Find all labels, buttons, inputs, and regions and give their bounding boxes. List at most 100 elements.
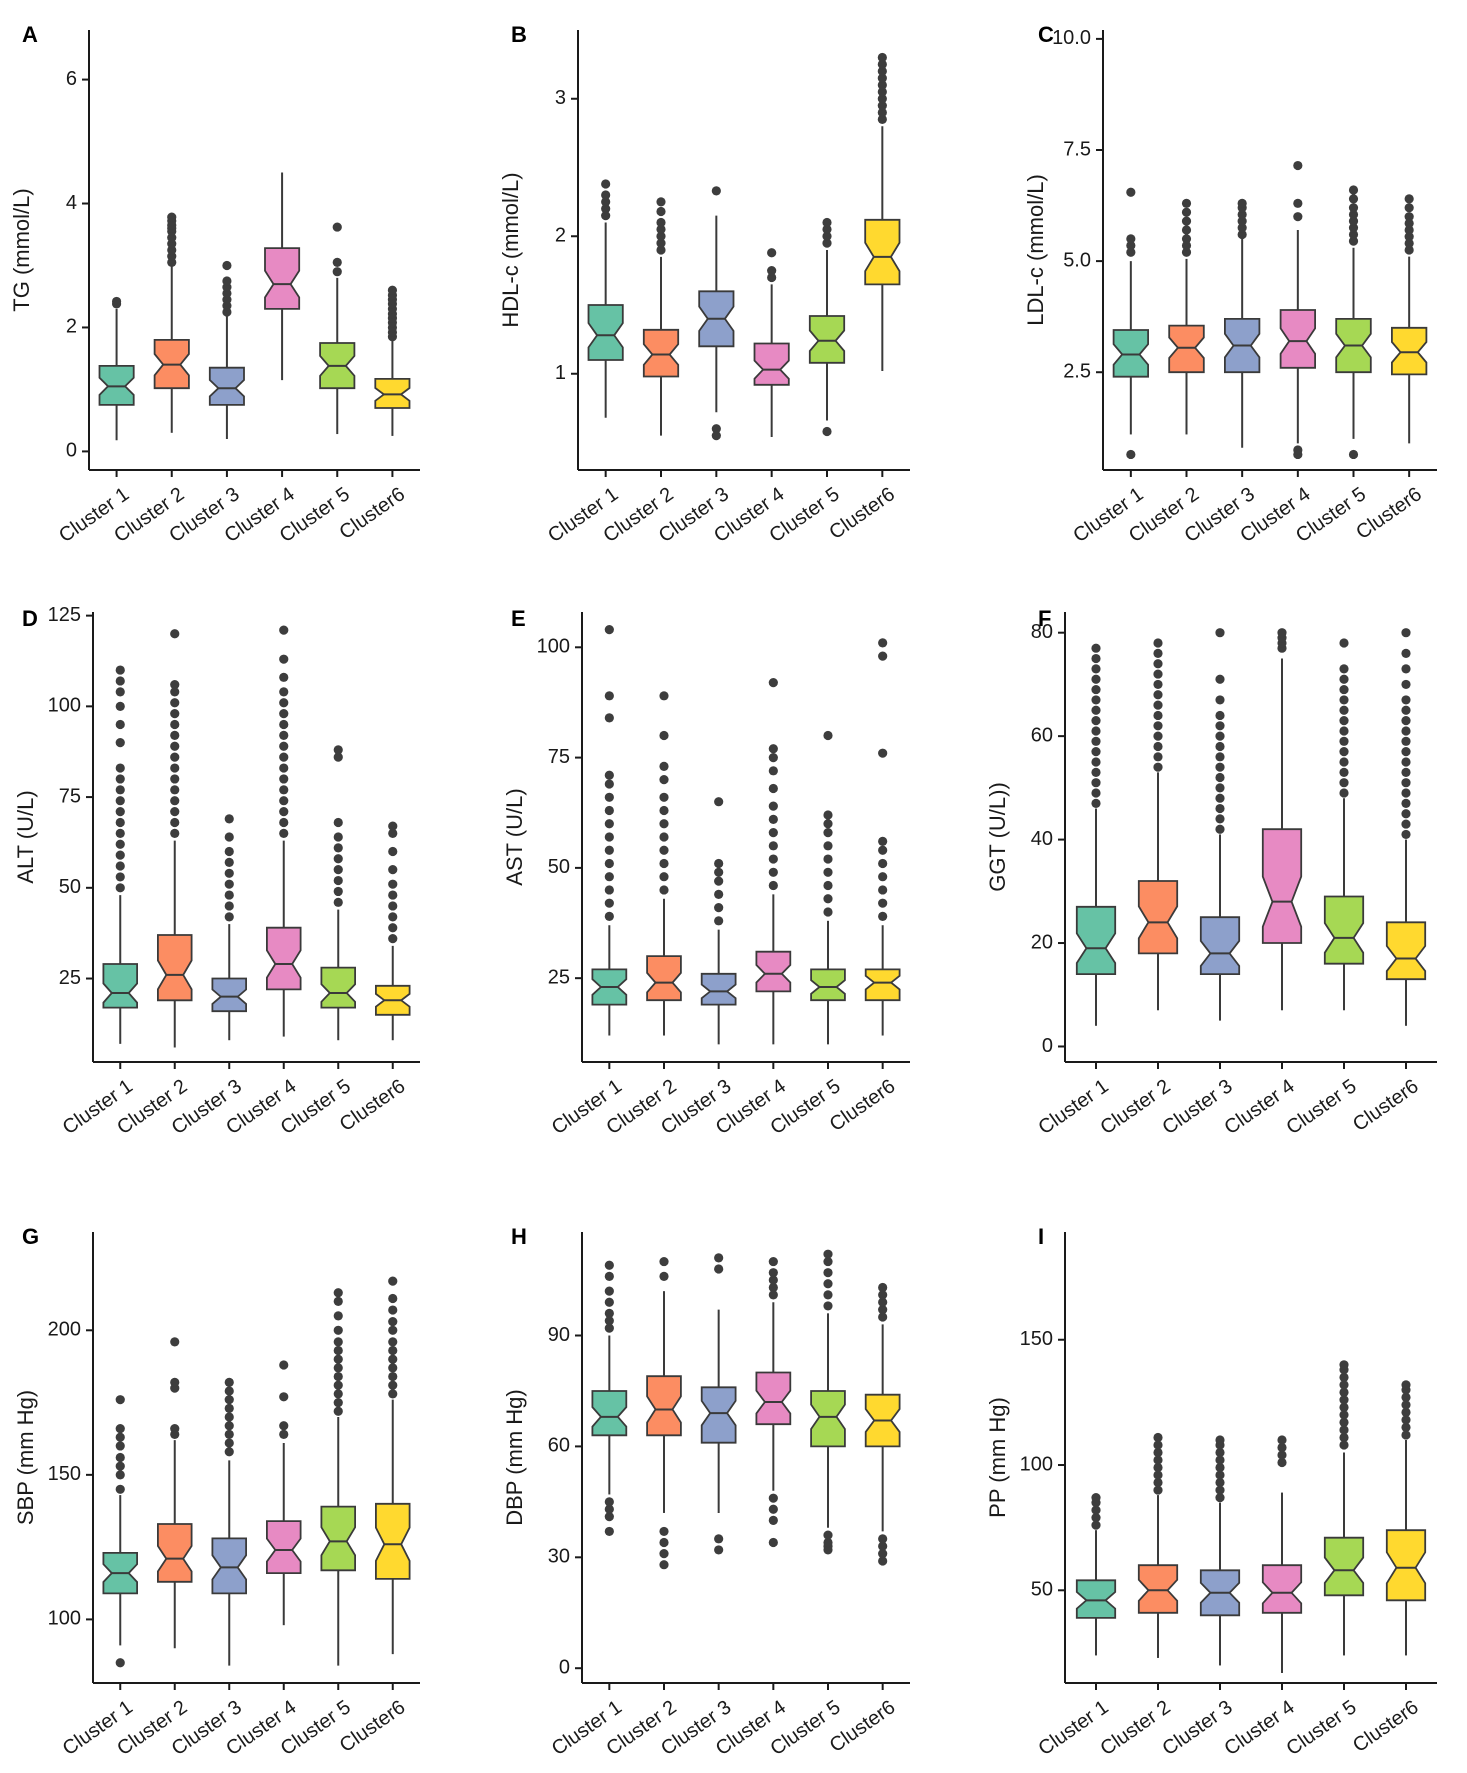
outlier-point bbox=[659, 832, 669, 842]
outlier-point bbox=[333, 865, 343, 875]
y-axis-label: ALT (U/L) bbox=[13, 790, 38, 883]
outlier-point bbox=[1401, 757, 1411, 767]
outlier-point bbox=[878, 748, 888, 758]
outlier-point bbox=[224, 1403, 234, 1413]
outlier-point bbox=[388, 934, 398, 944]
outlier-point bbox=[1293, 212, 1303, 222]
outlier-point bbox=[115, 883, 125, 893]
outlier-point bbox=[1215, 824, 1225, 834]
outlier-point bbox=[1293, 160, 1303, 171]
outlier-point bbox=[388, 828, 398, 838]
box-body bbox=[156, 1523, 193, 1583]
outlier-point bbox=[388, 879, 398, 889]
outlier-point bbox=[656, 217, 666, 228]
outlier-point bbox=[333, 1288, 343, 1298]
outlier-point bbox=[115, 806, 125, 817]
outlier-point bbox=[1277, 1450, 1287, 1460]
outlier-point bbox=[604, 1271, 614, 1281]
box-6 bbox=[374, 821, 411, 1041]
y-tick-label: 100 bbox=[1020, 1453, 1053, 1475]
outlier-point bbox=[714, 1253, 724, 1263]
outlier-point bbox=[1401, 809, 1411, 819]
outlier-point bbox=[170, 763, 180, 773]
outlier-point bbox=[1215, 762, 1225, 772]
outlier-point bbox=[878, 1534, 888, 1544]
outlier-point bbox=[333, 745, 343, 755]
box-body bbox=[1075, 1579, 1117, 1619]
outlier-point bbox=[224, 857, 234, 868]
outlier-point bbox=[332, 222, 342, 232]
outlier-point bbox=[768, 677, 778, 688]
outlier-point bbox=[1404, 218, 1414, 228]
outlier-point bbox=[714, 867, 724, 877]
outlier-point bbox=[604, 1308, 614, 1318]
panel-letter: D bbox=[22, 606, 38, 631]
outlier-point bbox=[170, 1377, 180, 1387]
outlier-point bbox=[333, 843, 343, 853]
outlier-point bbox=[768, 867, 778, 877]
y-tick-label: 30 bbox=[548, 1546, 570, 1568]
outlier-point bbox=[279, 687, 289, 697]
outlier-point bbox=[1339, 767, 1349, 777]
outlier-point bbox=[1401, 829, 1411, 840]
outlier-point bbox=[1215, 803, 1225, 814]
outlier-point bbox=[656, 238, 666, 248]
outlier-point bbox=[823, 880, 833, 891]
outlier-point bbox=[1091, 726, 1101, 736]
outlier-point bbox=[1091, 653, 1101, 664]
outlier-point bbox=[279, 654, 289, 664]
outlier-point bbox=[601, 211, 611, 221]
outlier-point bbox=[388, 1325, 398, 1335]
outlier-point bbox=[1404, 203, 1414, 213]
box-5 bbox=[1335, 185, 1372, 460]
outlier-point bbox=[388, 1305, 398, 1315]
outlier-point bbox=[115, 1432, 125, 1442]
outlier-point bbox=[1348, 223, 1359, 233]
panel-letter: G bbox=[22, 1224, 39, 1249]
outlier-point bbox=[170, 796, 180, 806]
outlier-point bbox=[1339, 1372, 1349, 1382]
box-body bbox=[264, 247, 301, 310]
outlier-point bbox=[1091, 1505, 1101, 1515]
outlier-point bbox=[1293, 445, 1303, 455]
box-body bbox=[810, 1390, 846, 1448]
outlier-point bbox=[604, 885, 614, 895]
outlier-point bbox=[115, 796, 125, 806]
outlier-point bbox=[1091, 736, 1101, 746]
outlier-point bbox=[1401, 1400, 1411, 1410]
y-tick-label: 7.5 bbox=[1063, 138, 1091, 160]
outlier-point bbox=[115, 1658, 125, 1668]
outlier-point bbox=[1215, 1492, 1225, 1503]
box-4 bbox=[265, 1360, 302, 1626]
box-1 bbox=[98, 296, 135, 441]
outlier-point bbox=[1153, 741, 1163, 752]
outlier-point bbox=[1339, 1410, 1349, 1420]
outlier-point bbox=[333, 1354, 343, 1364]
outlier-point bbox=[1181, 247, 1192, 257]
outlier-point bbox=[877, 94, 887, 104]
box-1 bbox=[1075, 643, 1117, 1026]
outlier-point bbox=[878, 911, 888, 922]
outlier-point bbox=[1215, 1455, 1225, 1465]
outlier-point bbox=[711, 186, 721, 196]
box-body bbox=[700, 1386, 737, 1444]
outlier-point bbox=[604, 1297, 614, 1307]
panel-letter: C bbox=[1038, 22, 1054, 47]
outlier-point bbox=[115, 774, 125, 784]
box-body bbox=[1112, 329, 1149, 378]
outlier-point bbox=[1401, 788, 1411, 798]
box-body bbox=[1279, 309, 1316, 369]
outlier-point bbox=[877, 59, 887, 69]
box-2 bbox=[1137, 1432, 1179, 1658]
outlier-point bbox=[604, 1316, 614, 1326]
outlier-point bbox=[115, 701, 125, 711]
outlier-point bbox=[601, 204, 611, 214]
outlier-point bbox=[1126, 247, 1136, 257]
y-tick-label: 6 bbox=[66, 68, 77, 90]
outlier-point bbox=[170, 698, 180, 708]
outlier-point bbox=[115, 861, 125, 871]
outlier-point bbox=[279, 806, 289, 817]
outlier-point bbox=[1404, 245, 1414, 255]
